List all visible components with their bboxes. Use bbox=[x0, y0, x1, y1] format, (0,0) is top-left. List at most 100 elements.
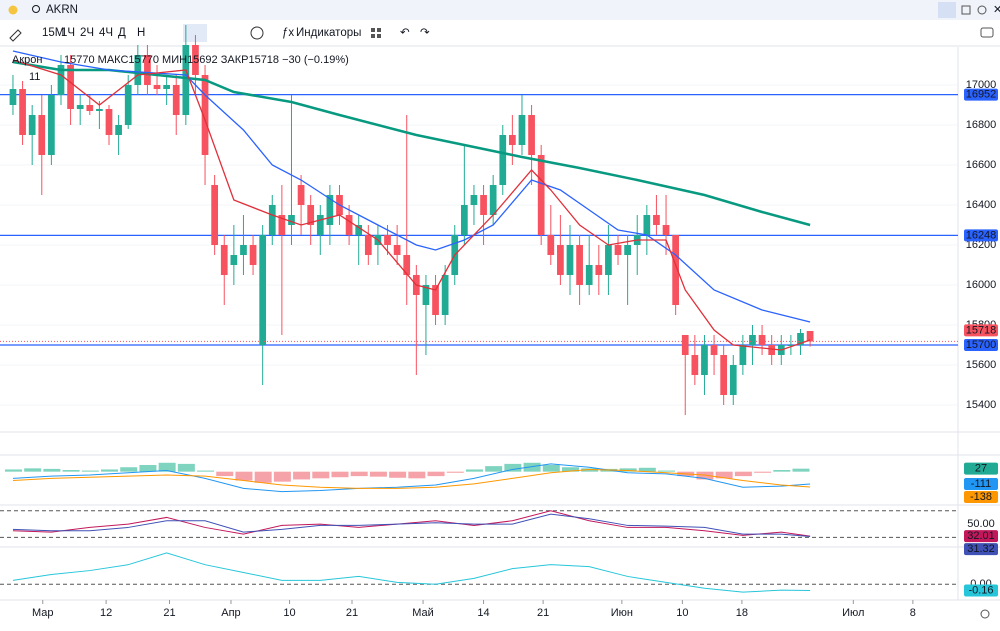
histogram-bar bbox=[120, 467, 138, 472]
candle-body bbox=[124, 85, 132, 125]
indicator-value-label: 31.32 bbox=[967, 543, 995, 555]
moving-average bbox=[12, 60, 811, 227]
window-btn[interactable] bbox=[961, 5, 971, 15]
histogram-bar bbox=[408, 471, 426, 479]
candle-body bbox=[19, 89, 26, 135]
close-btn[interactable]: ✕ bbox=[993, 4, 1000, 16]
histogram-bar bbox=[638, 467, 656, 472]
legend-label: МАКС bbox=[98, 54, 129, 66]
candle-body bbox=[57, 65, 65, 95]
candle-body bbox=[691, 355, 699, 375]
interval-btn[interactable]: Д bbox=[118, 27, 126, 39]
candle-body bbox=[422, 285, 430, 305]
undo-btn[interactable]: ↶ bbox=[400, 27, 410, 39]
fx-icon[interactable]: ƒx bbox=[282, 27, 294, 39]
indicator-line bbox=[12, 510, 811, 537]
histogram-bar bbox=[427, 471, 445, 477]
candle-body bbox=[720, 355, 728, 395]
candle-body bbox=[192, 45, 199, 75]
y-tick-label: 15400 bbox=[966, 399, 997, 411]
interval-btn[interactable]: 15М bbox=[42, 27, 64, 39]
search-icon[interactable] bbox=[32, 5, 40, 13]
candle-body bbox=[403, 255, 411, 275]
x-tick-label: Июн bbox=[611, 607, 633, 619]
candle-body bbox=[787, 345, 795, 346]
layout-icon[interactable] bbox=[371, 34, 375, 38]
candle-body bbox=[489, 185, 497, 215]
candle-body bbox=[662, 225, 670, 235]
candle-body bbox=[739, 345, 747, 365]
candle-body bbox=[345, 215, 353, 235]
hline-label: 16248 bbox=[966, 229, 997, 241]
candle-body bbox=[182, 45, 190, 115]
x-tick-label: Мар bbox=[32, 607, 54, 619]
y-tick-label: 16200 bbox=[966, 239, 997, 251]
candle-body bbox=[480, 195, 487, 215]
redo-btn[interactable]: ↷ bbox=[420, 27, 430, 39]
last-price-label: 15718 bbox=[966, 324, 997, 336]
interval-btn[interactable]: 1Ч bbox=[61, 27, 75, 39]
candle-body bbox=[220, 245, 228, 275]
candle-body bbox=[316, 215, 324, 235]
interval-btn[interactable]: Н bbox=[137, 27, 145, 39]
histogram-bar bbox=[62, 470, 80, 472]
histogram-bar bbox=[754, 471, 772, 473]
candle-body bbox=[460, 205, 468, 235]
symbol[interactable]: AKRN bbox=[46, 4, 78, 16]
collapse-btn[interactable] bbox=[938, 2, 956, 18]
interval-btn[interactable]: 4Ч bbox=[99, 27, 113, 39]
histogram-bar bbox=[331, 471, 349, 478]
candle-body bbox=[509, 135, 516, 145]
candle-body bbox=[585, 265, 593, 285]
add-btn[interactable] bbox=[250, 26, 264, 40]
candle-body bbox=[76, 105, 84, 109]
y-tick-label: 16600 bbox=[966, 159, 997, 171]
x-tick-label: 8 bbox=[910, 607, 916, 619]
histogram-bar bbox=[619, 468, 637, 472]
histogram-bar bbox=[369, 471, 387, 477]
candle-body bbox=[518, 115, 526, 145]
candle-body bbox=[211, 185, 219, 245]
chart-type-btn[interactable] bbox=[183, 24, 207, 42]
camera-btn[interactable] bbox=[980, 27, 994, 38]
x-tick-label: Июл bbox=[842, 607, 864, 619]
candle-body bbox=[364, 235, 372, 255]
candle-body bbox=[701, 345, 708, 375]
histogram-bar bbox=[389, 471, 407, 478]
histogram-bar bbox=[197, 470, 215, 472]
settings-btn[interactable] bbox=[977, 5, 987, 15]
histogram-bar bbox=[177, 463, 195, 472]
histogram-bar bbox=[254, 471, 272, 483]
legend-label: ЗАКР bbox=[221, 54, 249, 66]
legend-open: 15770 bbox=[64, 54, 95, 66]
indicator-value-label-box bbox=[964, 584, 998, 597]
indicator-value-label-box bbox=[964, 462, 998, 475]
candle-body bbox=[86, 105, 94, 111]
histogram-bar bbox=[581, 468, 599, 472]
layout-icon[interactable] bbox=[377, 28, 381, 32]
interval-btn[interactable]: 2Ч bbox=[80, 27, 94, 39]
indicators-btn[interactable]: Индикаторы bbox=[296, 27, 361, 39]
candle-body bbox=[710, 345, 718, 355]
candle-body bbox=[230, 255, 238, 265]
layout-icon[interactable] bbox=[377, 34, 381, 38]
histogram-bar bbox=[446, 471, 464, 473]
histogram-bar bbox=[465, 469, 483, 472]
indicator-line bbox=[12, 468, 811, 489]
y-tick-label: 16000 bbox=[966, 279, 997, 291]
pencil-icon[interactable] bbox=[9, 29, 22, 42]
candle-body bbox=[729, 365, 737, 395]
legend-name: Акрон bbox=[12, 54, 42, 66]
legend-high: 15770 bbox=[128, 54, 159, 66]
candle-body bbox=[441, 275, 449, 315]
x-tick-label: 10 bbox=[676, 607, 688, 619]
layout-icon[interactable] bbox=[371, 28, 375, 32]
candle-body bbox=[172, 85, 180, 115]
candle-body bbox=[307, 205, 315, 225]
axis-settings[interactable] bbox=[980, 609, 990, 619]
candle-body bbox=[297, 185, 305, 205]
histogram-bar bbox=[542, 465, 560, 472]
y-tick-label: 16800 bbox=[966, 119, 997, 131]
